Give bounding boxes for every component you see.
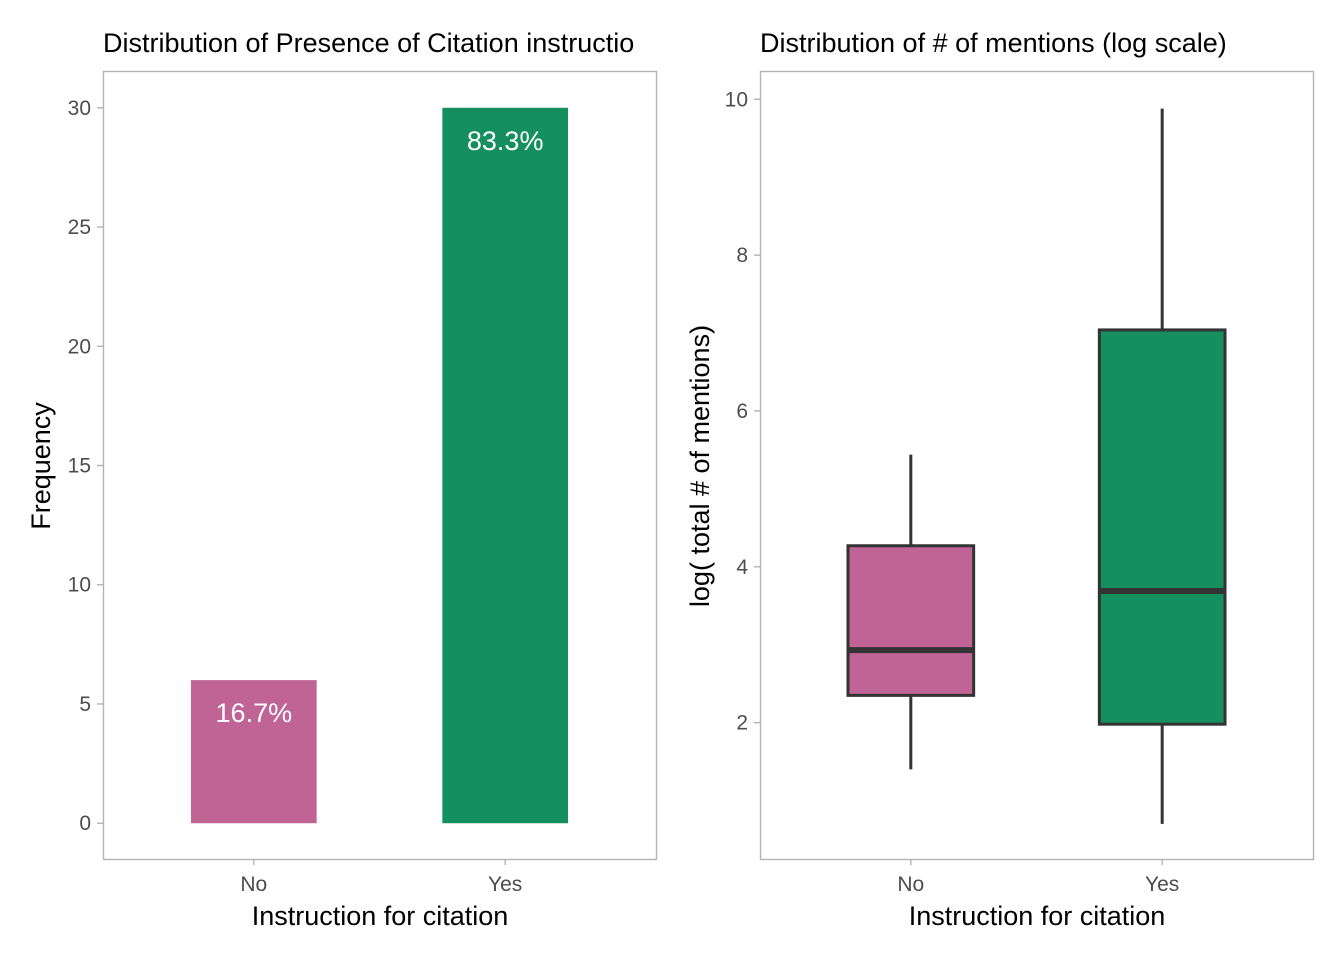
bar-chart-title: Distribution of Presence of Citation ins… <box>103 28 634 58</box>
box-plot-y-tick-label: 2 <box>736 712 748 735</box>
box-plot-y-tick-label: 8 <box>736 244 748 267</box>
box-body-no <box>846 544 976 697</box>
bar-chart-x-tick-label: Yes <box>488 873 522 896</box>
box-plot-y-axis: 2 4 6 8 10 <box>725 88 760 735</box>
box-plot-plot-area <box>759 70 1315 861</box>
box-plot-y-axis-title: log( total # of mentions) <box>685 325 715 607</box>
box-plot-boxes <box>846 108 1227 824</box>
bar-chart-y-axis: 0 5 10 15 20 25 30 <box>68 97 103 835</box>
bar-label-no: 16.7% <box>216 698 293 728</box>
box-plot-y-tick-label: 6 <box>736 400 748 423</box>
bar-chart-y-tick-label: 5 <box>79 693 91 716</box>
box-no <box>846 454 976 770</box>
bar-chart-x-axis-title: Instruction for citation <box>252 901 509 931</box>
box-yes <box>1097 108 1227 824</box>
bar-chart-y-tick-label: 0 <box>79 812 91 835</box>
bar-chart-y-tick-label: 20 <box>68 335 91 358</box>
box-plot-y-tick-label: 10 <box>725 88 748 111</box>
bar-chart-plot-area <box>102 70 658 861</box>
bar-chart-bars: 16.7% 83.3% <box>190 107 569 824</box>
bar-label-yes: 83.3% <box>467 126 544 156</box>
bar-no <box>190 680 317 824</box>
bar-chart-y-tick-label: 30 <box>68 97 91 120</box>
bar-chart-x-axis: No Yes <box>240 859 522 896</box>
bar-chart-y-tick-label: 15 <box>68 455 91 478</box>
box-plot-panel: Distribution of # of mentions (log scale… <box>685 28 1315 931</box>
bar-chart-y-axis-title: Frequency <box>26 402 56 530</box>
bar-chart-y-tick-label: 10 <box>68 574 91 597</box>
box-plot-x-axis-title: Instruction for citation <box>909 901 1166 931</box>
bar-chart-panel: Distribution of Presence of Citation ins… <box>26 28 658 931</box>
box-plot-title: Distribution of # of mentions (log scale… <box>760 28 1227 58</box>
bar-chart-y-tick-label: 25 <box>68 216 91 239</box>
box-plot-x-tick-label: No <box>897 873 924 896</box>
bar-chart-x-tick-label: No <box>240 873 267 896</box>
box-plot-y-tick-label: 4 <box>736 556 748 579</box>
box-body-yes <box>1097 328 1227 726</box>
box-plot-x-axis: No Yes <box>897 859 1179 896</box>
box-plot-x-tick-label: Yes <box>1145 873 1179 896</box>
bar-yes <box>442 107 569 824</box>
